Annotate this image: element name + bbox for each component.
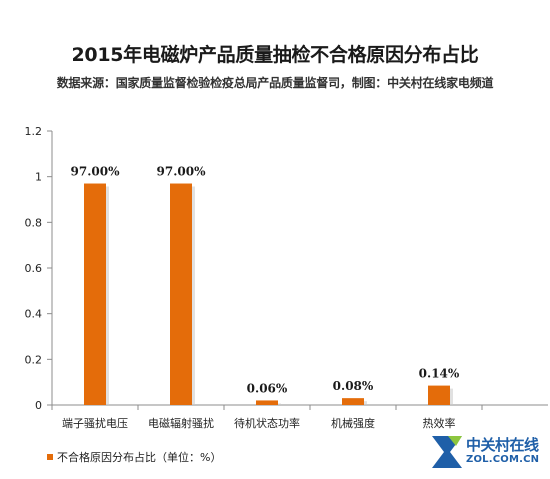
x-category-label: 电磁辐射骚扰 (148, 416, 214, 430)
watermark: 中关村在线 ZOL.COM.CN (430, 430, 548, 474)
data-label: 0.14% (419, 367, 460, 381)
y-tick-label: 0.6 (25, 262, 43, 275)
chart-subtitle: 数据来源：国家质量监督检验检疫总局产品质量监督司，制图：中关村在线家电频道 (56, 76, 494, 90)
bar-5 (428, 385, 450, 405)
bar-1 (84, 183, 106, 405)
data-label: 97.00% (71, 165, 121, 179)
x-category-label: 端子骚扰电压 (62, 416, 128, 430)
bar-4 (342, 398, 364, 405)
legend-label: 不合格原因分布占比（单位：%） (57, 451, 222, 464)
y-tick-label: 0.2 (25, 353, 43, 366)
bar-2 (170, 183, 192, 405)
x-category-label: 待机状态功率 (234, 416, 300, 430)
y-tick-label: 0.8 (25, 216, 43, 229)
y-tick-label: 0.4 (25, 308, 43, 321)
data-label: 0.06% (247, 381, 288, 395)
data-label: 0.08% (333, 379, 374, 393)
chart-title: 2015年电磁炉产品质量抽检不合格原因分布占比 (71, 44, 479, 66)
x-category-label: 机械强度 (331, 416, 375, 430)
legend-swatch (47, 454, 53, 460)
y-tick-label: 0 (35, 399, 42, 412)
y-tick-label: 1.2 (25, 125, 43, 138)
data-label: 97.00% (157, 165, 207, 179)
y-tick-label: 1 (35, 171, 42, 184)
watermark-brand: 中关村在线 (466, 436, 539, 454)
x-category-label: 热效率 (423, 416, 456, 430)
bar-3 (256, 400, 278, 405)
zol-logo-icon (432, 436, 462, 468)
watermark-site: ZOL.COM.CN (466, 454, 540, 465)
chart-legend: 不合格原因分布占比（单位：%） (47, 449, 221, 465)
